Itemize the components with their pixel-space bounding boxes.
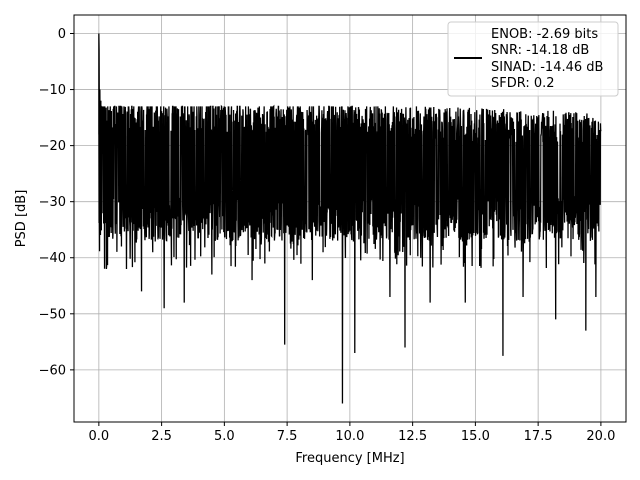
y-tick-label: −40: [39, 251, 66, 266]
x-tick-label: 7.5: [277, 429, 298, 444]
x-tick-label: 15.0: [461, 429, 490, 444]
x-axis-label: Frequency [MHz]: [295, 451, 404, 466]
x-tick-label: 10.0: [335, 429, 364, 444]
x-tick-label: 12.5: [398, 429, 427, 444]
x-tick-label: 20.0: [586, 429, 615, 444]
legend-sfdr: SFDR: 0.2: [491, 76, 555, 91]
legend-enob: ENOB: -2.69 bits: [491, 27, 598, 42]
axis-ticks: 0.0 2.5 5.0 7.5 10.0 12.5 15.0 17.5 20.0 0 −10 −20 −…: [39, 27, 616, 444]
x-tick-label: 17.5: [524, 429, 553, 444]
y-tick-label: −30: [39, 195, 66, 210]
y-tick-label: 0: [58, 27, 66, 42]
x-tick-label: 2.5: [151, 429, 172, 444]
legend-box: [447, 21, 619, 97]
legend-snr: SNR: -14.18 dB: [491, 43, 589, 58]
x-tick-label: 0.0: [89, 429, 110, 444]
y-tick-label: −60: [39, 363, 66, 378]
legend: ENOB: -2.69 bits SNR: -14.18 dB SINAD: -…: [447, 21, 619, 97]
y-tick-label: −10: [39, 83, 66, 98]
y-axis-label: PSD [dB]: [14, 190, 29, 248]
psd-series: [98, 33, 602, 404]
legend-sinad: SINAD: -14.46 dB: [491, 60, 603, 75]
x-tick-label: 5.0: [214, 429, 235, 444]
psd-line: [98, 33, 602, 404]
y-tick-label: −20: [39, 139, 66, 154]
y-tick-label: −50: [39, 307, 66, 322]
